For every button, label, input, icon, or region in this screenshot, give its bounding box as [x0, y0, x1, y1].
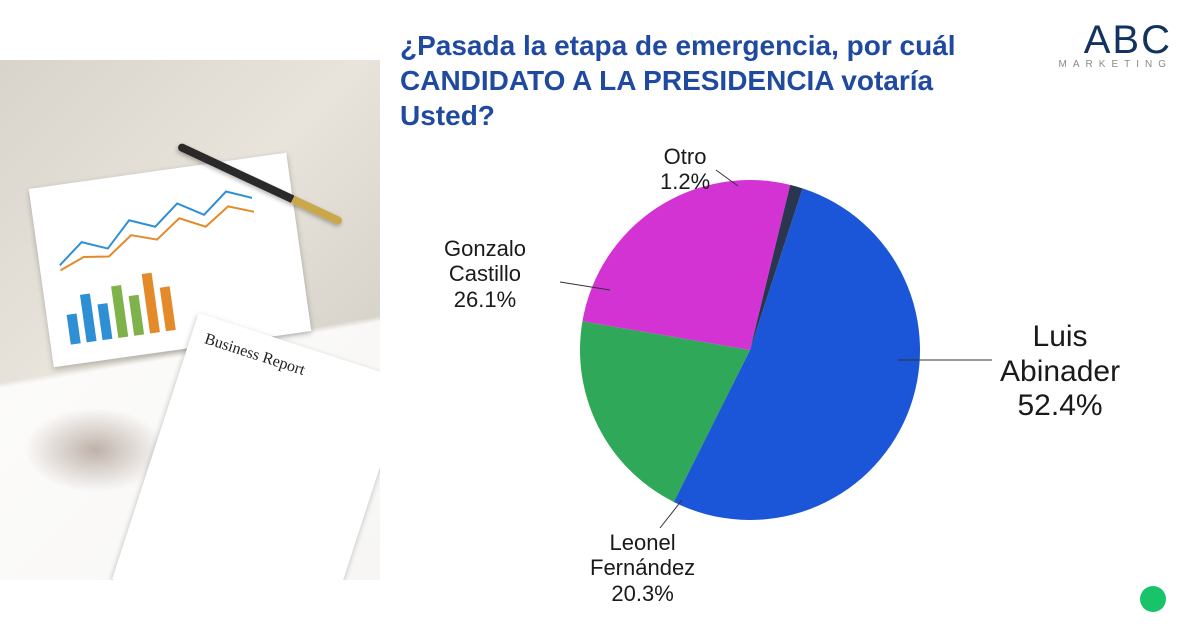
logo-text: ABC [1059, 18, 1172, 63]
slice-label: GonzaloCastillo26.1% [444, 236, 526, 312]
brand-logo: ABC MARKETING [1059, 18, 1172, 70]
hero-photo: Business Report [0, 60, 380, 580]
pie-chart: LuisAbinader52.4% LeonelFernández20.3% Gon… [440, 150, 1180, 620]
logo-subtext: MARKETING [1059, 59, 1172, 70]
mini-line-chart [51, 178, 259, 275]
mini-bar-chart [62, 270, 175, 344]
slice-label: Otro1.2% [660, 144, 710, 195]
pie-svg [580, 180, 920, 520]
indicator-dot-icon [1140, 586, 1166, 612]
report-caption: Business Report [202, 331, 307, 380]
slice-label: LeonelFernández20.3% [590, 530, 695, 606]
slice-label: LuisAbinader52.4% [1000, 320, 1120, 424]
page-title: ¿Pasada la etapa de emergencia, por cuál… [400, 28, 1020, 133]
